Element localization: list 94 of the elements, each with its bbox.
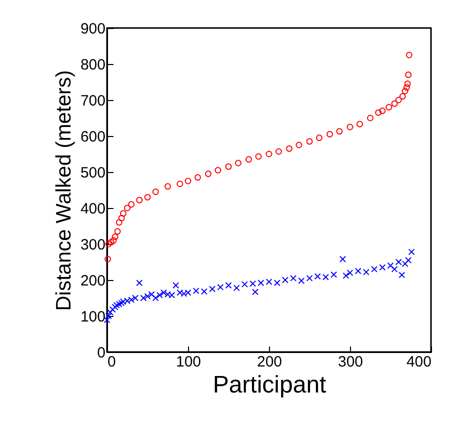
- point: [180, 290, 188, 297]
- point: [116, 300, 122, 308]
- point: [172, 282, 180, 289]
- point: [356, 120, 363, 128]
- point: [336, 128, 343, 135]
- x-tick-label: 400: [406, 354, 432, 370]
- point: [160, 289, 167, 296]
- point: [290, 274, 297, 282]
- point: [114, 228, 121, 235]
- point: [184, 178, 192, 184]
- point: [104, 256, 112, 262]
- y-tick-label: 700: [80, 92, 106, 110]
- point: [217, 284, 224, 290]
- point: [404, 80, 411, 88]
- point: [399, 93, 406, 100]
- point: [255, 153, 262, 160]
- y-tick-label: 500: [80, 164, 106, 182]
- point: [306, 274, 313, 282]
- point: [176, 180, 184, 188]
- y-tick-label: 100: [80, 308, 106, 326]
- point: [367, 114, 374, 122]
- y-tick-label: 400: [80, 200, 106, 218]
- point: [128, 296, 135, 304]
- point: [346, 270, 354, 276]
- point: [371, 266, 378, 272]
- point: [152, 294, 159, 302]
- point: [105, 312, 112, 320]
- x-tick-label: 100: [176, 354, 202, 370]
- point: [214, 166, 222, 174]
- point: [234, 160, 242, 166]
- point: [406, 52, 412, 58]
- point: [144, 194, 151, 200]
- y-tick-label: 900: [80, 20, 106, 38]
- point: [316, 134, 322, 142]
- point: [233, 284, 240, 292]
- point: [252, 288, 258, 296]
- point: [398, 272, 406, 278]
- point: [379, 264, 386, 271]
- point: [266, 150, 272, 158]
- point: [225, 282, 232, 289]
- y-axis-title: Distance Walked (meters): [52, 70, 76, 311]
- y-tick-label: 800: [80, 56, 106, 74]
- x-tick-label: 0: [108, 354, 116, 370]
- point: [116, 219, 122, 226]
- point: [108, 238, 114, 246]
- point: [275, 148, 282, 155]
- point: [136, 280, 143, 286]
- y-tick-label: 200: [80, 272, 106, 290]
- point: [403, 84, 410, 91]
- point: [387, 262, 394, 269]
- point: [194, 174, 201, 181]
- point: [339, 256, 346, 262]
- point: [136, 196, 143, 204]
- point: [209, 286, 216, 292]
- y-tick-label: 600: [80, 128, 106, 146]
- point: [405, 72, 412, 78]
- point: [306, 138, 313, 145]
- point: [330, 271, 338, 278]
- point: [408, 248, 415, 256]
- y-tick-label: 300: [80, 236, 106, 254]
- point: [375, 109, 382, 116]
- point: [205, 170, 212, 178]
- point: [152, 188, 159, 196]
- point: [168, 292, 176, 298]
- point: [128, 201, 135, 208]
- point: [296, 142, 302, 148]
- point: [395, 96, 402, 104]
- x-axis-title: Participant: [212, 372, 327, 398]
- point: [326, 130, 333, 138]
- point: [246, 156, 252, 163]
- point: [144, 292, 151, 300]
- point: [379, 108, 386, 114]
- point: [298, 277, 305, 284]
- point: [225, 163, 232, 170]
- point: [105, 240, 112, 248]
- point: [112, 234, 118, 240]
- point: [391, 266, 398, 272]
- point: [386, 104, 392, 110]
- point: [164, 183, 171, 190]
- point: [402, 88, 408, 94]
- point: [109, 306, 116, 313]
- point: [346, 124, 354, 130]
- point: [286, 145, 292, 152]
- point: [282, 276, 288, 284]
- point: [118, 214, 125, 222]
- x-tick-label: 200: [256, 354, 282, 370]
- point: [405, 256, 412, 264]
- point: [120, 210, 126, 217]
- point: [342, 272, 350, 279]
- point: [124, 204, 130, 212]
- x-tick-label: 300: [338, 354, 364, 370]
- point: [110, 237, 117, 244]
- point: [107, 309, 114, 316]
- point: [391, 100, 398, 107]
